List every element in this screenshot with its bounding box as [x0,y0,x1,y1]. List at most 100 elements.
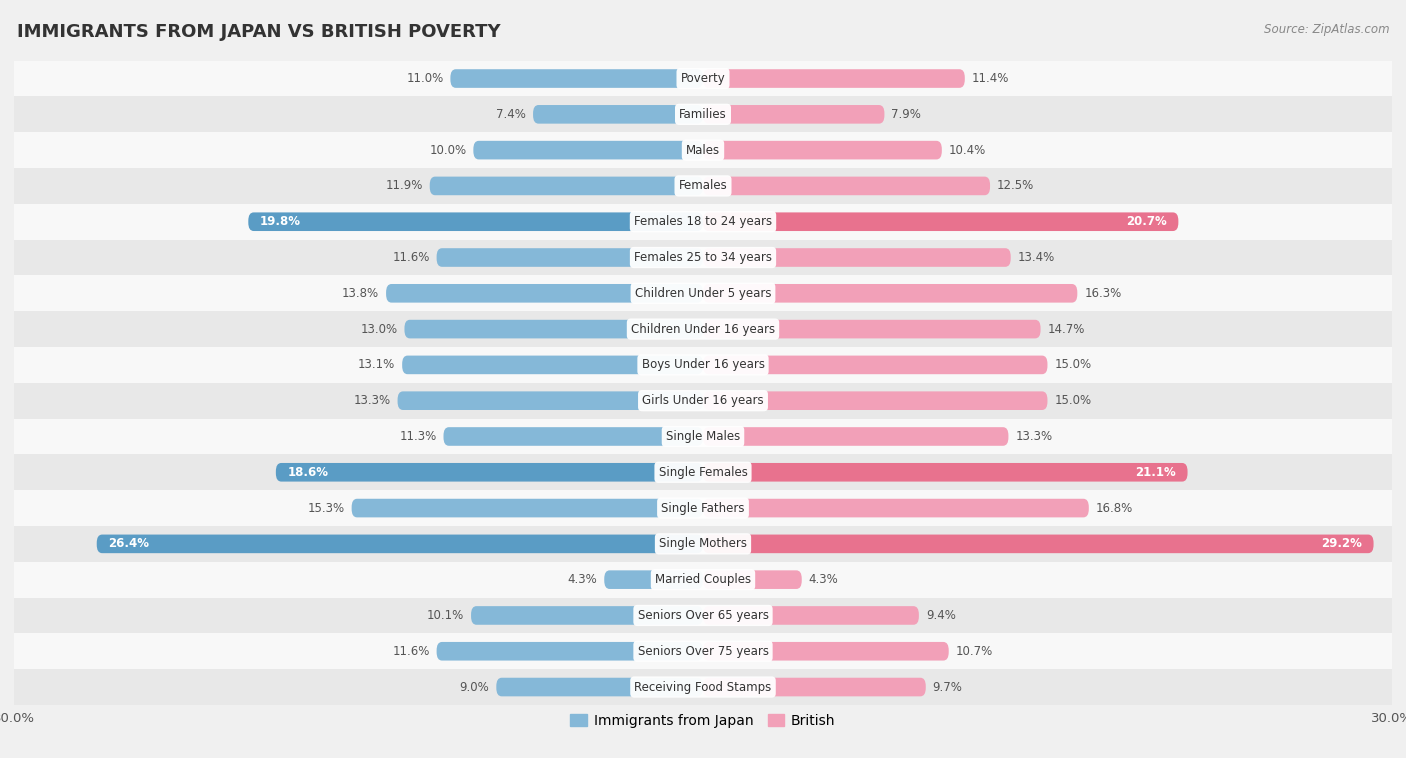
Text: 13.8%: 13.8% [342,287,380,300]
FancyBboxPatch shape [387,284,703,302]
Text: 29.2%: 29.2% [1322,537,1362,550]
FancyBboxPatch shape [703,642,949,660]
Text: 10.7%: 10.7% [956,645,993,658]
FancyBboxPatch shape [437,248,703,267]
Text: Families: Families [679,108,727,121]
Bar [14,634,1392,669]
FancyBboxPatch shape [703,534,1374,553]
FancyBboxPatch shape [703,177,990,196]
FancyBboxPatch shape [276,463,703,481]
Bar [14,383,1392,418]
FancyBboxPatch shape [703,248,1011,267]
FancyBboxPatch shape [703,463,1188,481]
Text: Children Under 16 years: Children Under 16 years [631,323,775,336]
FancyBboxPatch shape [703,678,925,697]
Text: Poverty: Poverty [681,72,725,85]
Text: 12.5%: 12.5% [997,180,1035,193]
FancyBboxPatch shape [703,391,1047,410]
FancyBboxPatch shape [496,678,703,697]
Bar [14,347,1392,383]
FancyBboxPatch shape [437,642,703,660]
Text: Females 25 to 34 years: Females 25 to 34 years [634,251,772,264]
Legend: Immigrants from Japan, British: Immigrants from Japan, British [565,708,841,734]
FancyBboxPatch shape [703,141,942,159]
Text: 20.7%: 20.7% [1126,215,1167,228]
FancyBboxPatch shape [443,428,703,446]
Text: 16.8%: 16.8% [1095,502,1133,515]
Bar [14,454,1392,490]
Bar [14,597,1392,634]
Text: Seniors Over 65 years: Seniors Over 65 years [637,609,769,622]
Text: Boys Under 16 years: Boys Under 16 years [641,359,765,371]
Text: IMMIGRANTS FROM JAPAN VS BRITISH POVERTY: IMMIGRANTS FROM JAPAN VS BRITISH POVERTY [17,23,501,41]
FancyBboxPatch shape [450,69,703,88]
Text: 11.6%: 11.6% [392,251,430,264]
Text: 4.3%: 4.3% [568,573,598,586]
Text: 16.3%: 16.3% [1084,287,1122,300]
Text: 14.7%: 14.7% [1047,323,1085,336]
FancyBboxPatch shape [703,356,1047,374]
Text: 9.7%: 9.7% [932,681,963,694]
FancyBboxPatch shape [474,141,703,159]
Text: 11.3%: 11.3% [399,430,437,443]
Bar [14,526,1392,562]
FancyBboxPatch shape [533,105,703,124]
Text: 13.3%: 13.3% [1015,430,1053,443]
Text: Single Fathers: Single Fathers [661,502,745,515]
Text: 19.8%: 19.8% [260,215,301,228]
Bar [14,418,1392,454]
FancyBboxPatch shape [703,212,1178,231]
FancyBboxPatch shape [703,428,1008,446]
FancyBboxPatch shape [703,69,965,88]
Text: 26.4%: 26.4% [108,537,149,550]
Text: 15.3%: 15.3% [308,502,344,515]
FancyBboxPatch shape [703,320,1040,338]
FancyBboxPatch shape [703,105,884,124]
Text: 11.6%: 11.6% [392,645,430,658]
Text: 10.4%: 10.4% [949,143,986,157]
Text: 7.4%: 7.4% [496,108,526,121]
FancyBboxPatch shape [703,570,801,589]
Text: Single Mothers: Single Mothers [659,537,747,550]
Bar [14,669,1392,705]
Text: 18.6%: 18.6% [287,465,329,479]
Bar [14,240,1392,275]
FancyBboxPatch shape [471,606,703,625]
Text: 9.0%: 9.0% [460,681,489,694]
Text: 13.1%: 13.1% [359,359,395,371]
Text: 11.9%: 11.9% [385,180,423,193]
Text: 21.1%: 21.1% [1135,465,1175,479]
FancyBboxPatch shape [97,534,703,553]
Bar [14,96,1392,132]
Bar [14,312,1392,347]
Text: Single Males: Single Males [666,430,740,443]
Bar [14,562,1392,597]
Text: 15.0%: 15.0% [1054,394,1091,407]
Text: 7.9%: 7.9% [891,108,921,121]
Text: Females: Females [679,180,727,193]
FancyBboxPatch shape [703,284,1077,302]
Text: Males: Males [686,143,720,157]
Bar [14,168,1392,204]
Bar [14,490,1392,526]
FancyBboxPatch shape [430,177,703,196]
Text: 9.4%: 9.4% [925,609,956,622]
Text: 13.3%: 13.3% [353,394,391,407]
Text: Receiving Food Stamps: Receiving Food Stamps [634,681,772,694]
Text: Married Couples: Married Couples [655,573,751,586]
Text: Source: ZipAtlas.com: Source: ZipAtlas.com [1264,23,1389,36]
Text: 10.0%: 10.0% [429,143,467,157]
Text: Children Under 5 years: Children Under 5 years [634,287,772,300]
Text: 10.1%: 10.1% [427,609,464,622]
Text: Seniors Over 75 years: Seniors Over 75 years [637,645,769,658]
Bar [14,132,1392,168]
Text: Single Females: Single Females [658,465,748,479]
FancyBboxPatch shape [605,570,703,589]
Bar [14,275,1392,312]
FancyBboxPatch shape [402,356,703,374]
Text: 15.0%: 15.0% [1054,359,1091,371]
Text: Females 18 to 24 years: Females 18 to 24 years [634,215,772,228]
Bar [14,204,1392,240]
FancyBboxPatch shape [249,212,703,231]
Text: 11.4%: 11.4% [972,72,1010,85]
